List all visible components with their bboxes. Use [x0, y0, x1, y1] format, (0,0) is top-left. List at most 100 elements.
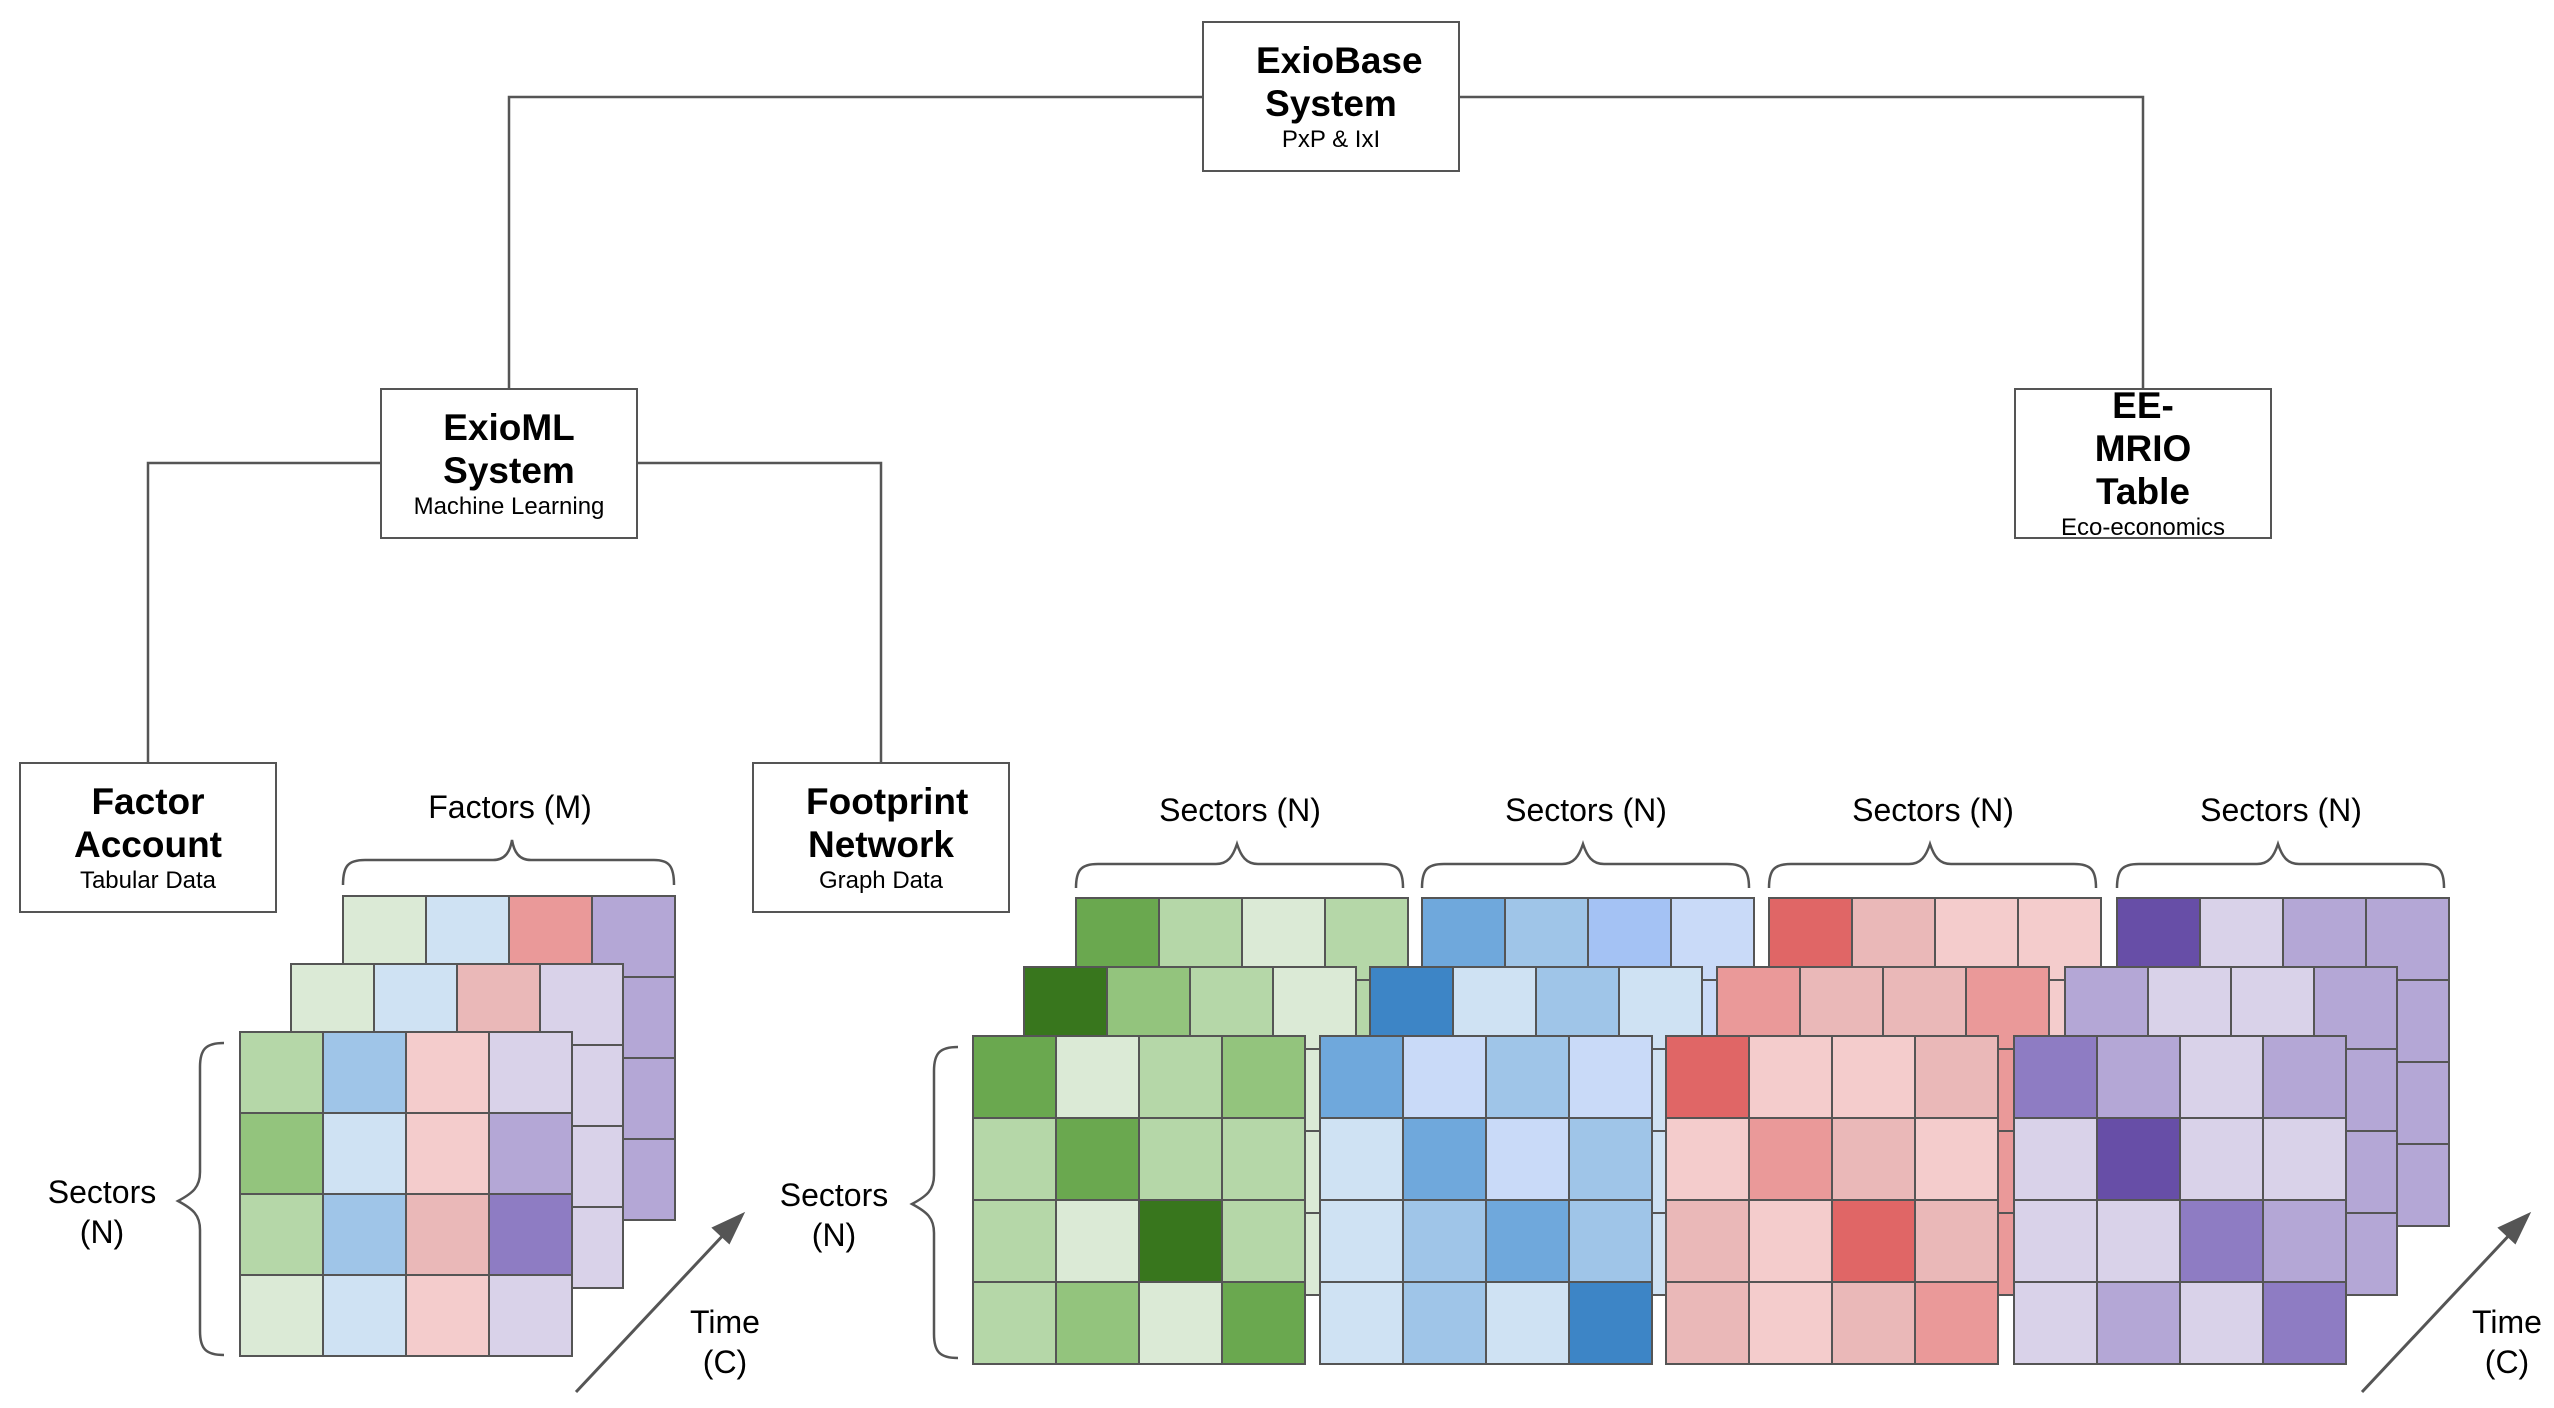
node-footprint-network: Footprint Network Graph Data	[752, 762, 1010, 913]
matrix-cell	[1665, 1035, 1750, 1119]
matrix-cell	[1221, 1117, 1306, 1201]
matrix-cell	[2013, 1035, 2098, 1119]
matrix-cell	[1138, 1035, 1223, 1119]
matrix-cell	[405, 1112, 490, 1195]
node-footprint-subtitle: Graph Data	[818, 866, 944, 894]
matrix-cell	[1221, 1199, 1306, 1283]
node-exiobase-system: ExioBase System PxP & IxI	[1202, 21, 1460, 172]
network-layer-front-group-3	[1665, 1035, 1999, 1365]
matrix-cell	[1319, 1117, 1404, 1201]
matrix-cell	[2013, 1281, 2098, 1365]
sectors-brace-left-tabular	[175, 1041, 225, 1357]
matrix-cell	[1319, 1199, 1404, 1283]
sectors-n-label-tabular: Sectors (N)	[47, 1174, 157, 1250]
matrix-cell	[405, 1193, 490, 1276]
node-eemrio-subtitle: Eco-economics	[2060, 514, 2226, 541]
matrix-cell	[1485, 1281, 1570, 1365]
factors-m-label: Factors (M)	[428, 789, 592, 825]
matrix-cell	[1914, 1117, 1999, 1201]
connector-exioml-factor	[146, 461, 381, 762]
matrix-cell	[2179, 1199, 2264, 1283]
matrix-cell	[239, 1112, 324, 1195]
matrix-cell	[322, 1112, 407, 1195]
node-exiobase-title: ExioBase System	[1256, 39, 1423, 124]
sectors-n-label-group-3: Sectors (N)	[1852, 792, 2014, 828]
matrix-cell	[488, 1274, 573, 1357]
node-exioml-subtitle: Machine Learning	[413, 492, 605, 520]
matrix-cell	[1485, 1117, 1570, 1201]
matrix-cell	[1055, 1035, 1140, 1119]
sectors-n-label-group-4: Sectors (N)	[2200, 792, 2362, 828]
matrix-cell	[1748, 1117, 1833, 1201]
matrix-cell	[1914, 1281, 1999, 1365]
matrix-cell	[2179, 1117, 2264, 1201]
sectors-n-label-network: Sectors (N)	[779, 1177, 889, 1253]
node-exioml-title: ExioML System	[443, 406, 575, 491]
matrix-cell	[2262, 1199, 2347, 1283]
matrix-cell	[2013, 1117, 2098, 1201]
matrix-cell	[1831, 1117, 1916, 1201]
braces	[175, 839, 2446, 1360]
matrix-cell	[405, 1031, 490, 1114]
connector-exiobase-exioml	[507, 95, 1208, 388]
matrix-cell	[239, 1031, 324, 1114]
matrix-cell	[1568, 1117, 1653, 1201]
tree-connectors	[146, 95, 2145, 762]
matrix-cell	[1568, 1035, 1653, 1119]
connector-exiobase-eemrio	[1460, 95, 2145, 388]
matrix-cell	[1831, 1199, 1916, 1283]
matrix-cell	[1055, 1281, 1140, 1365]
matrix-cell	[1138, 1199, 1223, 1283]
node-footprint-title: Footprint Network	[806, 780, 969, 865]
tabular-layer-front	[239, 1031, 573, 1357]
matrix-cell	[1402, 1199, 1487, 1283]
matrix-cell	[488, 1112, 573, 1195]
matrix-cell	[1914, 1035, 1999, 1119]
matrix-cell	[488, 1193, 573, 1276]
matrix-cell	[239, 1274, 324, 1357]
matrix-cell	[2013, 1199, 2098, 1283]
sectors-brace-group-3	[1767, 840, 2098, 889]
matrix-cell	[1665, 1199, 1750, 1283]
graph-data-stack	[972, 897, 2450, 1365]
node-factor-subtitle: Tabular Data	[79, 866, 217, 894]
matrix-cell	[322, 1031, 407, 1114]
matrix-cell	[2179, 1035, 2264, 1119]
matrix-cell	[2262, 1117, 2347, 1201]
matrix-cell	[1485, 1199, 1570, 1283]
matrix-cell	[2262, 1281, 2347, 1365]
matrix-cell	[1402, 1117, 1487, 1201]
matrix-cell	[1831, 1035, 1916, 1119]
matrix-cell	[1831, 1281, 1916, 1365]
sectors-brace-group-4	[2115, 840, 2446, 889]
matrix-cell	[1319, 1035, 1404, 1119]
sectors-brace-group-1	[1074, 840, 1405, 889]
matrix-cell	[239, 1193, 324, 1276]
time-c-label-tabular: Time (C)	[690, 1304, 760, 1380]
matrix-cell	[1402, 1035, 1487, 1119]
matrix-cell	[1748, 1199, 1833, 1283]
matrix-cell	[488, 1031, 573, 1114]
matrix-cell	[322, 1274, 407, 1357]
time-arrow-tabular	[574, 1228, 730, 1394]
matrix-cell	[1665, 1281, 1750, 1365]
matrix-cell	[1319, 1281, 1404, 1365]
matrix-cell	[1221, 1281, 1306, 1365]
matrix-cell	[2262, 1035, 2347, 1119]
matrix-cell	[972, 1281, 1057, 1365]
matrix-cell	[1402, 1281, 1487, 1365]
factors-brace	[341, 839, 676, 886]
network-layer-front-group-2	[1319, 1035, 1653, 1365]
network-layer-front-group-4	[2013, 1035, 2347, 1365]
matrix-cell	[972, 1117, 1057, 1201]
node-exiobase-subtitle: PxP & IxI	[1281, 125, 1381, 153]
matrix-cell	[1485, 1035, 1570, 1119]
node-eemrio-title: EE-MRIO Table	[2094, 385, 2192, 512]
time-arrow-network-head	[2497, 1211, 2532, 1245]
sectors-brace-left-network	[909, 1045, 959, 1360]
matrix-cell	[1568, 1199, 1653, 1283]
time-arrows	[574, 1211, 2532, 1394]
matrix-cell	[1568, 1281, 1653, 1365]
matrix-cell	[405, 1274, 490, 1357]
